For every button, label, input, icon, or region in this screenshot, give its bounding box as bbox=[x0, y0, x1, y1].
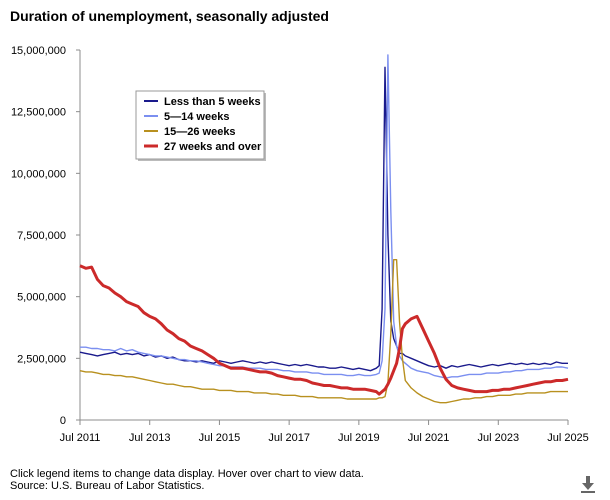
y-tick-label: 7,500,000 bbox=[17, 230, 66, 242]
legend-label: Less than 5 weeks bbox=[164, 96, 261, 108]
y-tick-label: 2,500,000 bbox=[17, 353, 66, 365]
legend-item-1[interactable]: Less than 5 weeks bbox=[144, 96, 261, 108]
legend-box bbox=[135, 90, 265, 160]
legend: Less than 5 weeks 5—14 weeks 15—26 weeks 27… bbox=[135, 90, 266, 161]
series-line-4[interactable] bbox=[79, 264, 569, 396]
x-tick-label: Jul 2011 bbox=[60, 432, 101, 444]
footer-note: Click legend items to change data displa… bbox=[10, 468, 364, 480]
axes: 0 2,500,000 5,000,000 7,500,000 10,000,000 12… bbox=[11, 45, 589, 444]
legend-label: 27 weeks and over bbox=[164, 141, 262, 153]
x-tick-label: Jul 2021 bbox=[408, 432, 450, 444]
chart-title: Duration of unemployment, seasonally adj… bbox=[10, 8, 329, 24]
series-line-2[interactable] bbox=[80, 54, 569, 379]
series-line-1[interactable] bbox=[79, 66, 568, 372]
legend-label: 15—26 weeks bbox=[164, 126, 236, 138]
x-tick-label: Jul 2023 bbox=[477, 432, 519, 444]
series-line-3[interactable] bbox=[79, 259, 568, 404]
legend-item-2[interactable]: 5—14 weeks bbox=[144, 111, 229, 123]
x-tick-label: Jul 2015 bbox=[199, 432, 241, 444]
download-arrow-icon bbox=[581, 476, 595, 493]
y-tick-label: 15,000,000 bbox=[11, 45, 66, 57]
source-note: Source: U.S. Bureau of Labor Statistics. bbox=[10, 480, 205, 492]
y-tick-label: 0 bbox=[60, 415, 66, 427]
download-button[interactable] bbox=[578, 474, 598, 494]
legend-item-4[interactable]: 27 weeks and over bbox=[144, 141, 262, 153]
y-tick-label: 10,000,000 bbox=[11, 168, 66, 180]
x-tick-label: Jul 2017 bbox=[268, 432, 310, 444]
x-tick-label: Jul 2025 bbox=[547, 432, 589, 444]
x-tick-label: Jul 2019 bbox=[338, 432, 380, 444]
y-tick-label: 12,500,000 bbox=[11, 107, 66, 119]
y-tick-label: 5,000,000 bbox=[17, 292, 66, 304]
legend-item-3[interactable]: 15—26 weeks bbox=[144, 126, 236, 138]
series-lines bbox=[79, 54, 569, 404]
legend-label: 5—14 weeks bbox=[164, 111, 229, 123]
chart-footer: Click legend items to change data displa… bbox=[10, 468, 364, 492]
x-tick-label: Jul 2013 bbox=[129, 432, 171, 444]
